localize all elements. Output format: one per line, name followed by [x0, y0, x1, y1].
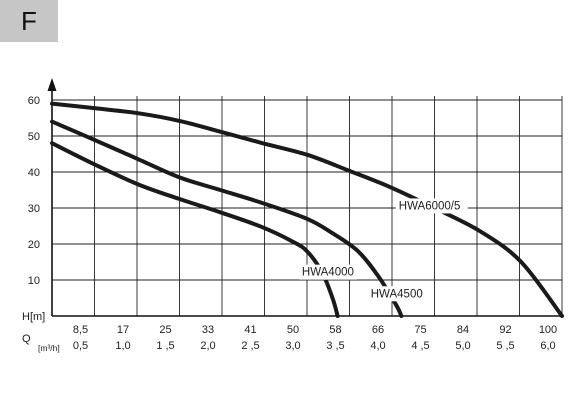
x-tick-label: 41 [244, 324, 256, 336]
x-tick-label-secondary: 1 ,5 [156, 340, 174, 352]
grid [52, 96, 563, 316]
series-line-hwa4000 [50, 141, 340, 318]
x-tick-label-secondary: 3 ,5 [326, 340, 344, 352]
x-tick-label-secondary: 5 ,5 [496, 340, 514, 352]
y-tick-label: 30 [28, 203, 40, 215]
x-tick-label: 17 [117, 324, 129, 336]
x-tick-label-secondary: 4 ,5 [411, 340, 429, 352]
y-tick-label: 10 [28, 275, 40, 287]
x-tick-label-secondary: 0,5 [73, 340, 88, 352]
y-axis-label: H[m] [22, 311, 45, 323]
y-tick-label: 50 [28, 131, 40, 143]
series-label-bg [367, 286, 426, 302]
y-axis-arrow-icon [47, 78, 57, 91]
x-tick-label: 75 [414, 324, 426, 336]
x-tick-label: 84 [457, 324, 469, 336]
y-tick-label: 20 [28, 239, 40, 251]
labels: 10 20 30 40 50 60 8,5 0,5 17 1,0 25 1 ,5 33 2,0 41 2 ,5… [28, 95, 557, 352]
series-line-hwa4500 [50, 119, 404, 318]
x-tick-label: 58 [329, 324, 341, 336]
x-tick-label-secondary: 4,0 [370, 340, 385, 352]
series-label: HWA4000 [302, 267, 354, 279]
x-tick-label-secondary: 3,0 [285, 340, 300, 352]
series-label: HWA4500 [371, 288, 423, 300]
y-tick-label: 40 [28, 167, 40, 179]
y-tick-label: 60 [28, 95, 40, 107]
series-label-bg [298, 264, 357, 280]
x-tick-label: 66 [372, 324, 384, 336]
x-tick-label: 92 [499, 324, 511, 336]
x-tick-label: 100 [539, 324, 557, 336]
x-axis-label-secondary: [m³/h] [38, 343, 60, 353]
x-tick-label-secondary: 2 ,5 [241, 340, 259, 352]
x-tick-label-secondary: 5,0 [455, 340, 470, 352]
section-letter: F [21, 6, 37, 36]
section-badge: F [0, 0, 58, 42]
x-tick-label-secondary: 2,0 [200, 340, 215, 352]
series-line-hwa6000-5 [50, 101, 564, 318]
x-tick-label-secondary: 1,0 [115, 340, 130, 352]
series-label-bg [395, 198, 468, 214]
axes [47, 78, 562, 317]
x-tick-label-secondary: 6,0 [540, 340, 555, 352]
series [50, 101, 564, 318]
series-label: HWA6000/5 [399, 200, 461, 212]
x-tick-label: 33 [202, 324, 214, 336]
x-axis-label-primary: Q [22, 333, 31, 345]
x-tick-label: 8,5 [73, 324, 88, 336]
x-tick-label: 25 [159, 324, 171, 336]
x-tick-label: 50 [287, 324, 299, 336]
